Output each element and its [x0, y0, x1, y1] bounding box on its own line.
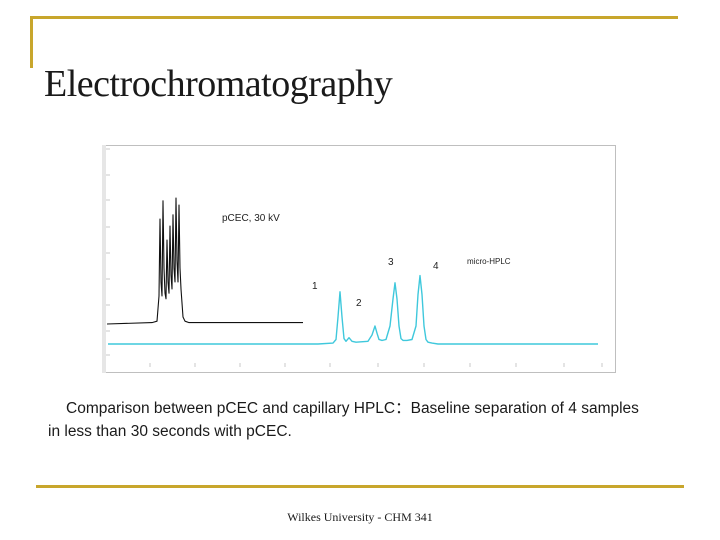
peak-label-3: 3 [388, 257, 394, 268]
figure-left-edge [102, 145, 106, 373]
footer-rule [36, 485, 684, 488]
caption-line-2: in less than 30 seconds with pCEC. [48, 423, 292, 440]
pcec-label: pCEC, 30 kV [222, 213, 280, 224]
chromatogram-chart: pCEC, 30 kV micro-HPLC 1 2 3 4 [102, 145, 616, 373]
title-top-rule [30, 16, 678, 19]
chromatogram-figure: pCEC, 30 kV micro-HPLC 1 2 3 4 [102, 145, 616, 373]
peak-label-4: 4 [433, 261, 439, 272]
slide-title: Electrochromatography [44, 63, 393, 105]
x-axis-ticks [149, 363, 603, 367]
series-layer [106, 197, 598, 345]
title-left-rule [30, 16, 33, 68]
caption-line-1: Comparison between pCEC and capillary HP… [66, 400, 639, 417]
figure-caption: Comparison between pCEC and capillary HP… [48, 397, 668, 443]
peak-label-2: 2 [356, 298, 362, 309]
figure-border [102, 145, 616, 373]
footer-text: Wilkes University - CHM 341 [287, 510, 433, 524]
peak-label-1: 1 [312, 281, 318, 292]
micro-hplc-label: micro-HPLC [467, 257, 511, 266]
micro-hplc-trace [108, 274, 598, 345]
pcec-trace [106, 197, 303, 325]
y-axis-ticks [106, 148, 110, 356]
